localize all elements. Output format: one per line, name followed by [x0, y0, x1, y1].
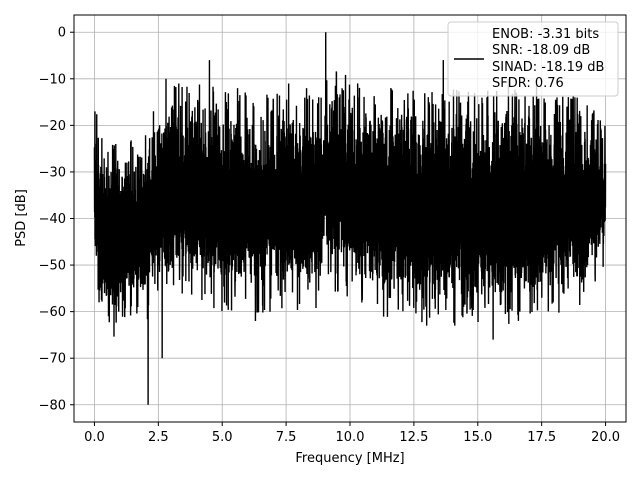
- x-axis-label: Frequency [MHz]: [295, 451, 404, 466]
- x-axis: 0.0 2.5 5.0 7.5 10.0 12.5 15.0 17.5 20.0: [84, 422, 620, 445]
- plot-area: [93, 32, 607, 405]
- x-tick-label: 2.5: [148, 430, 169, 445]
- y-tick-label: −40: [39, 212, 66, 227]
- x-tick-label: 5.0: [212, 430, 233, 445]
- y-tick-label: −20: [39, 119, 66, 134]
- x-tick-label: 15.0: [463, 430, 492, 445]
- x-tick-label: 10.0: [336, 430, 365, 445]
- legend-entry-enob: ENOB: -3.31 bits: [492, 27, 599, 42]
- y-axis: 0 −10 −20 −30 −40 −50 −60 −70 −80: [39, 26, 74, 413]
- psd-series-line: [93, 32, 607, 405]
- y-tick-label: −70: [39, 352, 66, 367]
- x-tick-label: 12.5: [399, 430, 428, 445]
- y-tick-label: −80: [39, 398, 66, 413]
- x-tick-label: 17.5: [527, 430, 556, 445]
- y-tick-label: −60: [39, 305, 66, 320]
- x-tick-label: 20.0: [591, 430, 620, 445]
- legend: ENOB: -3.31 bits SNR: -18.09 dB SINAD: -…: [447, 21, 619, 97]
- x-tick-label: 7.5: [276, 430, 297, 445]
- y-tick-label: 0: [58, 26, 66, 41]
- legend-box: [447, 21, 619, 97]
- y-tick-label: −10: [39, 72, 66, 87]
- y-axis-label: PSD [dB]: [14, 189, 29, 247]
- y-tick-label: −30: [39, 165, 66, 180]
- x-tick-label: 0.0: [84, 430, 105, 445]
- legend-entry-sfdr: SFDR: 0.76: [492, 76, 564, 91]
- y-tick-label: −50: [39, 259, 66, 274]
- legend-entry-sinad: SINAD: -18.19 dB: [492, 60, 604, 75]
- legend-entry-snr: SNR: -18.09 dB: [492, 43, 590, 58]
